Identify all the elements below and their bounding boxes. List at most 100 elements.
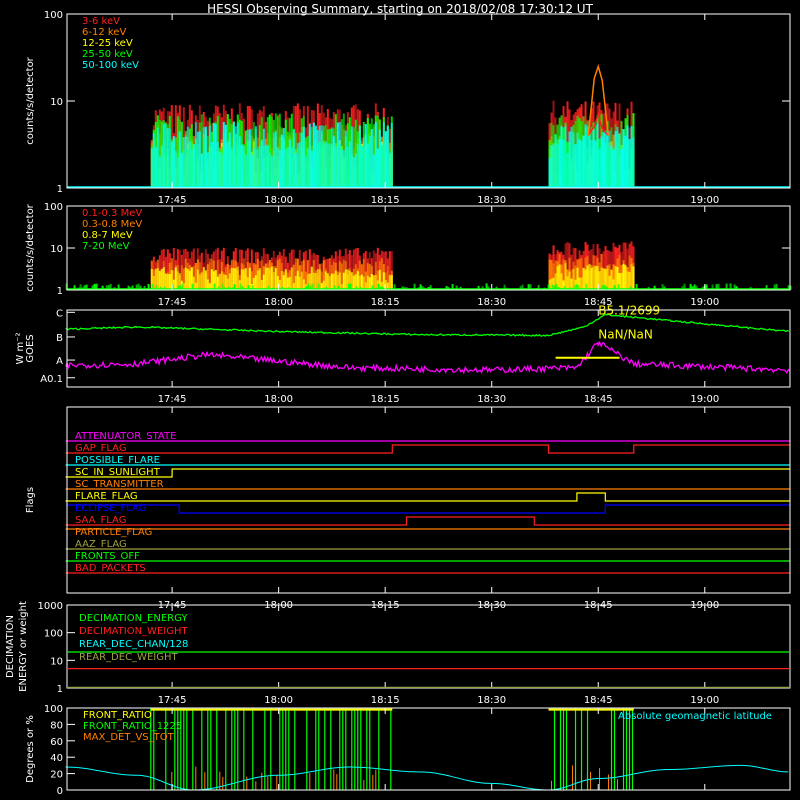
bar-mark xyxy=(317,283,320,290)
bar-mark xyxy=(602,268,605,290)
bar-mark xyxy=(354,153,357,188)
bar-mark xyxy=(178,131,181,188)
bar-mark xyxy=(220,271,223,290)
bar-mark xyxy=(304,156,307,188)
bar-mark xyxy=(127,285,130,290)
bar-mark xyxy=(577,285,580,290)
bar-mark xyxy=(216,142,219,188)
bar-mark xyxy=(602,132,605,188)
bar-mark xyxy=(368,277,371,290)
bar-mark xyxy=(250,155,253,188)
bar-mark xyxy=(765,285,768,290)
y-tick-label: 10 xyxy=(50,244,63,255)
bar-mark xyxy=(336,274,339,290)
bar-mark xyxy=(584,269,587,290)
bar-mark xyxy=(274,268,277,290)
bar-mark xyxy=(564,263,567,290)
time-tick-label: 18:00 xyxy=(264,195,293,206)
bar-mark xyxy=(166,127,169,188)
time-tick-label: 19:00 xyxy=(690,394,719,405)
bar-mark xyxy=(350,272,353,290)
time-tick-label: 18:30 xyxy=(477,297,506,308)
bar-mark xyxy=(306,274,309,290)
time-tick-label: 18:45 xyxy=(584,695,613,706)
bar-mark xyxy=(377,283,380,290)
bar-mark xyxy=(324,141,327,188)
bar-mark xyxy=(190,267,193,290)
bar-mark xyxy=(168,274,171,290)
bar-mark xyxy=(328,276,331,290)
bar-mark xyxy=(272,132,275,188)
bar-mark xyxy=(200,114,203,188)
y-tick-label: 80 xyxy=(50,720,63,731)
bar-mark xyxy=(314,272,317,290)
bar-mark xyxy=(622,129,625,188)
bar-mark xyxy=(162,267,165,290)
ratio-legend: MAX_DET_VS_TOT xyxy=(83,732,175,743)
bar-mark xyxy=(135,284,138,290)
bar-mark xyxy=(306,148,309,188)
bar-mark xyxy=(338,122,341,188)
bar-mark xyxy=(342,150,345,188)
y-tick-label: 1 xyxy=(57,286,63,297)
bar-mark xyxy=(380,142,383,188)
time-tick-label: 18:45 xyxy=(584,195,613,206)
bar-mark xyxy=(276,147,279,188)
bar-mark xyxy=(137,283,140,290)
bar-mark xyxy=(717,283,720,290)
bar-mark xyxy=(334,146,337,188)
bar-mark xyxy=(222,274,225,290)
bar-mark xyxy=(322,143,325,188)
bar-mark xyxy=(170,141,173,188)
bar-mark xyxy=(552,277,555,290)
bar-mark xyxy=(344,130,347,188)
bar-mark xyxy=(264,144,267,188)
bar-mark xyxy=(282,248,285,290)
y-tick-label: 100 xyxy=(44,704,63,715)
bar-mark xyxy=(206,279,209,290)
bar-mark xyxy=(208,283,211,290)
bar-mark xyxy=(131,285,134,290)
bar-mark xyxy=(733,284,736,290)
bar-mark xyxy=(600,136,603,188)
bar-mark xyxy=(344,269,347,290)
bar-mark xyxy=(614,131,617,188)
bar-mark xyxy=(290,267,293,290)
ratio-legend: FRONT_RATIO xyxy=(83,710,152,721)
bar-mark xyxy=(551,284,554,290)
bar-mark xyxy=(332,273,335,290)
bar-mark xyxy=(270,156,273,188)
bar-mark xyxy=(332,136,335,188)
bar-mark xyxy=(152,276,155,290)
bar-mark xyxy=(256,270,259,290)
bar-mark xyxy=(296,270,299,290)
bar-mark xyxy=(451,284,454,290)
bar-mark xyxy=(689,283,692,290)
bar-mark xyxy=(276,276,279,290)
bar-mark xyxy=(320,283,323,290)
bar-mark xyxy=(521,284,524,290)
bar-mark xyxy=(262,274,265,290)
y-tick-label: 100 xyxy=(44,10,63,21)
bar-mark xyxy=(305,286,308,290)
bar-mark xyxy=(371,285,374,290)
latitude-legend: Absolute geomagnetic latitude xyxy=(618,711,772,722)
legend-entry: 6-12 keV xyxy=(82,27,126,38)
bar-mark xyxy=(236,122,239,188)
bar-mark xyxy=(630,264,633,290)
bar-mark xyxy=(150,268,153,290)
bar-mark xyxy=(204,126,207,188)
bar-mark xyxy=(582,267,585,290)
bar-mark xyxy=(182,283,185,290)
bar-mark xyxy=(374,122,377,188)
bar-mark xyxy=(241,286,244,290)
flag-label: ECLIPSE_FLAG xyxy=(75,503,146,514)
bar-mark xyxy=(562,280,565,290)
bar-mark xyxy=(626,271,629,290)
bar-mark xyxy=(370,129,373,188)
bar-mark xyxy=(590,267,593,290)
flag-label: BAD_PACKETS xyxy=(75,563,146,574)
bar-mark xyxy=(236,266,239,290)
bar-mark xyxy=(324,271,327,290)
